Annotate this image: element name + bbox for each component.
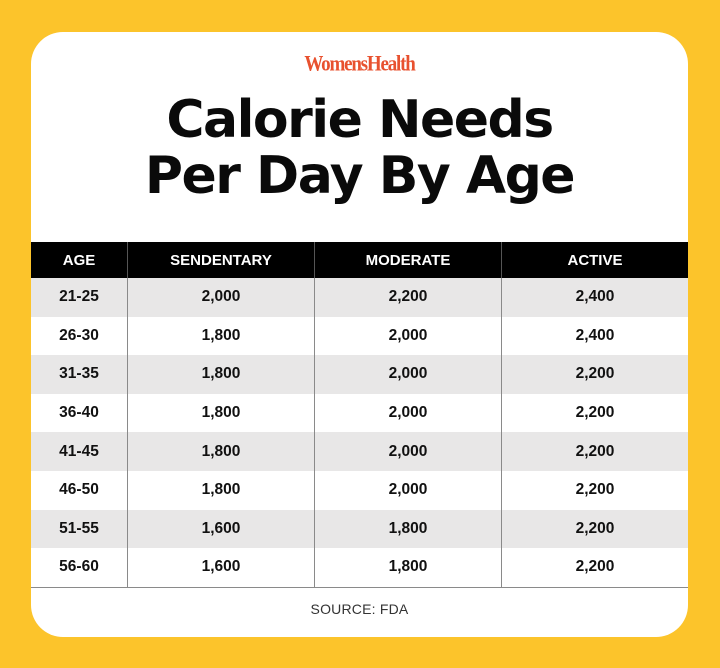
calorie-table: AGE SENDENTARY MODERATE ACTIVE 21-25 2,0…: [31, 242, 688, 588]
table-row: 56-60 1,600 1,800 2,200: [31, 548, 688, 587]
cell-moderate: 1,800: [315, 509, 502, 549]
cell-age: 41-45: [31, 432, 128, 471]
cell-sedentary: 1,800: [128, 470, 315, 510]
infographic-card: WomensHealth Calorie Needs Per Day By Ag…: [31, 32, 688, 637]
header-age: AGE: [31, 242, 128, 278]
cell-active: 2,200: [575, 481, 615, 499]
cell-age: 31-35: [31, 355, 128, 394]
cell-age: 21-25: [31, 278, 128, 317]
source-note: SOURCE: FDA: [310, 601, 409, 617]
cell-active: 2,200: [575, 558, 615, 576]
cell-age: 36-40: [31, 393, 128, 433]
table-row: 31-35 1,800 2,000 2,200: [31, 355, 688, 394]
cell-sedentary: 1,600: [128, 548, 315, 587]
cell-moderate: 1,800: [315, 548, 502, 587]
table-row: 46-50 1,800 2,000 2,200: [31, 470, 688, 510]
cell-age: 51-55: [31, 509, 128, 549]
cell-moderate: 2,000: [315, 470, 502, 510]
header-moderate: MODERATE: [315, 242, 502, 278]
cell-moderate: 2,000: [315, 316, 502, 356]
cell-active: 2,400: [575, 288, 615, 306]
cell-sedentary: 1,800: [128, 393, 315, 433]
cell-sedentary: 1,600: [128, 509, 315, 549]
title-line-1: Calorie Needs: [166, 90, 554, 150]
brand-logo: WomensHealth: [304, 52, 415, 77]
page-title: Calorie Needs Per Day By Age: [31, 92, 688, 204]
table-row: 21-25 2,000 2,200 2,400: [31, 278, 688, 317]
cell-active: 2,200: [575, 519, 615, 537]
table-row: 51-55 1,600 1,800 2,200: [31, 509, 688, 549]
table-row: 41-45 1,800 2,000 2,200: [31, 432, 688, 471]
cell-active: 2,200: [575, 442, 615, 460]
cell-sedentary: 2,000: [128, 278, 315, 317]
cell-age: 46-50: [31, 470, 128, 510]
cell-moderate: 2,200: [315, 278, 502, 317]
cell-sedentary: 1,800: [128, 355, 315, 394]
cell-moderate: 2,000: [315, 393, 502, 433]
cell-sedentary: 1,800: [128, 316, 315, 356]
table-bottom-divider: [31, 586, 688, 588]
cell-sedentary: 1,800: [128, 432, 315, 471]
cell-moderate: 2,000: [315, 432, 502, 471]
cell-moderate: 2,000: [315, 355, 502, 394]
title-line-2: Per Day By Age: [144, 146, 576, 206]
cell-active: 2,200: [575, 404, 615, 422]
table-row: 26-30 1,800 2,000 2,400: [31, 316, 688, 356]
table-row: 36-40 1,800 2,000 2,200: [31, 393, 688, 433]
cell-active: 2,200: [575, 365, 615, 383]
header-sedentary: SENDENTARY: [128, 242, 315, 278]
table-header: AGE SENDENTARY MODERATE ACTIVE: [31, 242, 688, 278]
cell-active: 2,400: [575, 326, 615, 344]
cell-age: 26-30: [31, 316, 128, 356]
cell-age: 56-60: [31, 548, 128, 587]
header-active: ACTIVE: [567, 251, 623, 269]
